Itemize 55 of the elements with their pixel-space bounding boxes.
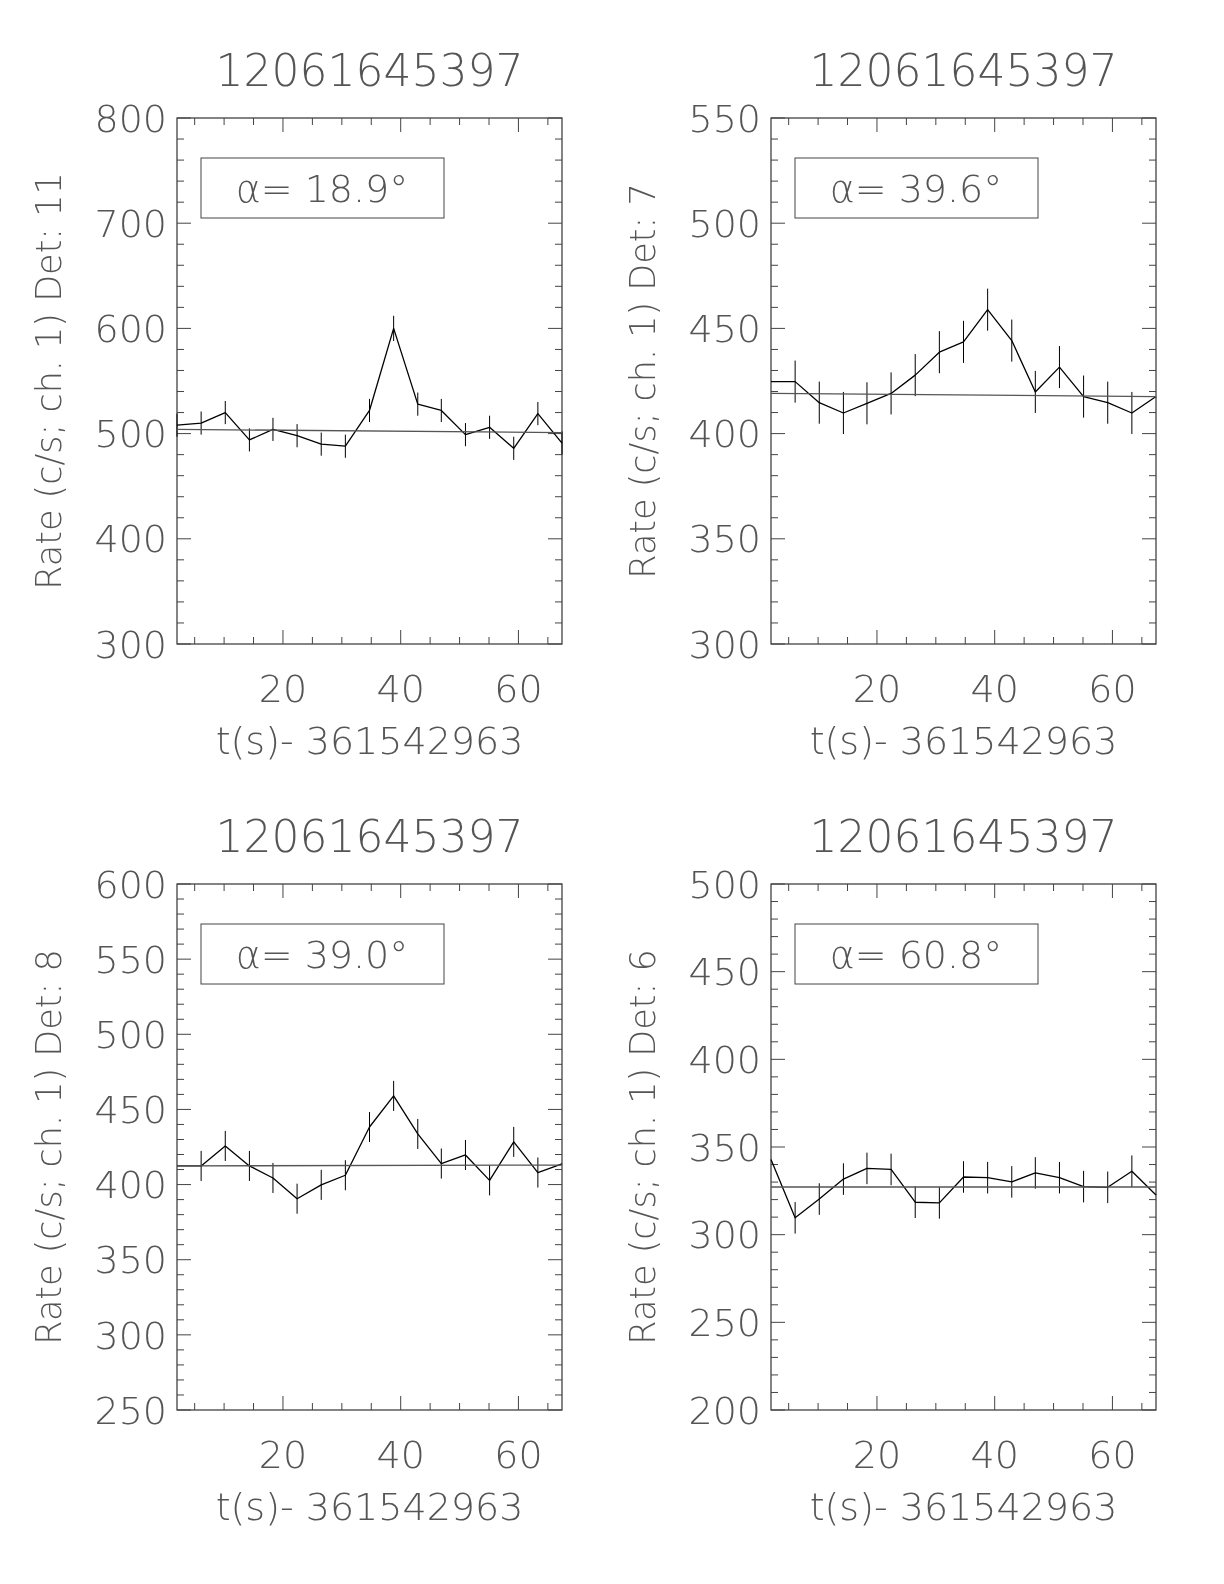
y-tick-label: 700 (94, 201, 167, 246)
x-tick-label: 60 (494, 1433, 543, 1477)
x-tick-label: 40 (970, 1433, 1019, 1477)
x-tick-label: 40 (376, 667, 425, 711)
x-tick-label: 40 (376, 1433, 425, 1477)
y-tick-label: 550 (94, 937, 167, 982)
y-axis-title: Rate (c/s; ch. 1) Det: 6 (623, 949, 664, 1345)
y-tick-label: 500 (94, 1012, 167, 1057)
y-tick-label: 400 (94, 517, 167, 562)
annotation: α= 60.8° (829, 932, 1003, 977)
y-tick-label: 500 (688, 862, 761, 907)
y-tick-label: 600 (94, 862, 167, 907)
y-tick-label: 300 (94, 622, 167, 667)
x-axis-title: t(s)- 361542963 (215, 719, 524, 763)
y-tick-label: 300 (688, 622, 761, 667)
x-tick-label: 20 (852, 667, 902, 711)
x-tick-label: 20 (258, 667, 308, 711)
chart-title: 12061645397 (215, 45, 524, 96)
y-axis-title: Rate (c/s; ch. 1) Det: 11 (29, 172, 70, 590)
y-tick-label: 300 (94, 1313, 167, 1358)
y-tick-label: 250 (94, 1388, 167, 1433)
y-tick-label: 350 (94, 1238, 167, 1283)
x-tick-label: 40 (970, 667, 1019, 711)
chart-title: 12061645397 (809, 811, 1118, 862)
x-tick-label: 20 (258, 1433, 308, 1477)
y-tick-label: 550 (688, 96, 761, 141)
x-tick-label: 60 (1088, 667, 1137, 711)
y-tick-label: 450 (688, 307, 761, 352)
y-tick-label: 350 (688, 1125, 761, 1170)
y-tick-label: 300 (688, 1213, 761, 1258)
x-axis-title: t(s)- 361542963 (809, 719, 1118, 763)
y-tick-label: 500 (94, 412, 167, 457)
y-axis-title: Rate (c/s; ch. 1) Det: 7 (623, 183, 664, 579)
y-tick-label: 600 (94, 307, 167, 352)
y-tick-label: 400 (94, 1163, 167, 1208)
chart-title: 12061645397 (809, 45, 1118, 96)
y-tick-label: 450 (94, 1088, 167, 1133)
y-tick-label: 500 (688, 201, 761, 246)
x-tick-label: 60 (1088, 1433, 1137, 1477)
y-tick-label: 350 (688, 517, 761, 562)
x-tick-label: 60 (494, 667, 543, 711)
y-tick-label: 800 (94, 96, 167, 141)
annotation: α= 39.6° (829, 166, 1003, 211)
y-tick-label: 400 (688, 412, 761, 457)
y-axis-title: Rate (c/s; ch. 1) Det: 8 (29, 949, 70, 1345)
y-tick-label: 400 (688, 1038, 761, 1083)
x-axis-title: t(s)- 361542963 (215, 1485, 524, 1529)
y-tick-label: 450 (688, 950, 761, 995)
annotation: α= 18.9° (235, 166, 409, 211)
x-axis-title: t(s)- 361542963 (809, 1485, 1118, 1529)
annotation: α= 39.0° (235, 932, 409, 977)
chart-title: 12061645397 (215, 811, 524, 862)
y-tick-label: 200 (688, 1388, 761, 1433)
x-tick-label: 20 (852, 1433, 902, 1477)
y-tick-label: 250 (688, 1301, 761, 1346)
